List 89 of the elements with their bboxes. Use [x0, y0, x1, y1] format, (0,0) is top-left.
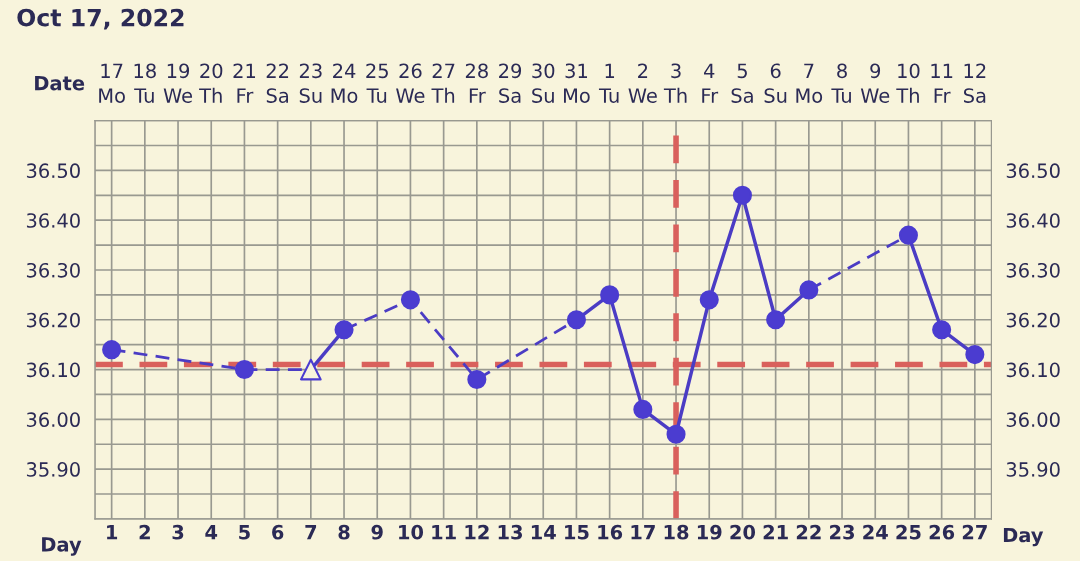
x-tick-label: 25 [896, 524, 921, 540]
y-tick-label: 35.90 [26, 462, 80, 477]
text: 2 We [628, 63, 657, 103]
text: 19 We [163, 63, 193, 103]
text: 29 Sa [499, 63, 522, 103]
x-tick-label: 22 [796, 524, 821, 540]
text: 9 We [860, 63, 890, 103]
text: 30 Su [532, 63, 555, 103]
text: 27 Th [431, 63, 455, 103]
text: 24 Mo [331, 63, 358, 103]
text: 4 Fr [702, 63, 719, 103]
x-tick-label: 8 [338, 524, 350, 540]
point [732, 185, 752, 205]
y2-tick-label: 35.90 [1006, 462, 1060, 477]
x-tick-label: 7 [305, 525, 317, 540]
point [299, 358, 322, 381]
text: 11 Fr [931, 63, 953, 103]
y-tick-label: 36.50 [26, 163, 80, 179]
x-tick-label: 14 [531, 525, 556, 540]
y-tick-label: 36.30 [26, 262, 80, 278]
x-tick-label: 16 [598, 524, 623, 540]
chart-title: Oct 17, 2022 [17, 8, 184, 30]
text: 8 Tu [831, 63, 851, 103]
point [898, 225, 918, 245]
point [633, 399, 653, 419]
text: 20 Th [199, 63, 223, 103]
x-axis-title: Day [1003, 527, 1044, 547]
x-tick-label: 27 [962, 524, 987, 540]
point [566, 310, 586, 330]
point [467, 369, 487, 390]
x-tick-label: 23 [830, 524, 855, 540]
y2-tick-label: 36.30 [1006, 262, 1060, 278]
text: 5 Sa [731, 63, 753, 103]
x-tick-label: 6 [272, 524, 284, 540]
y2-tick-label: 36.40 [1006, 213, 1060, 228]
point [766, 310, 786, 330]
x-tick-label: 10 [399, 524, 424, 540]
x-tick-label: 24 [863, 524, 888, 540]
x-tick-label: 9 [371, 524, 383, 540]
text: 28 Fr [465, 63, 488, 103]
text: 25 Tu [366, 63, 388, 103]
text: 22 Sa [266, 63, 289, 103]
x-tick-label: 21 [763, 524, 788, 540]
y2-tick-label: 36.10 [1006, 362, 1060, 378]
x-tick-label: 12 [465, 524, 489, 540]
y-tick-label: 36.10 [26, 362, 80, 378]
x-tick-label: 1 [107, 525, 118, 540]
x-tick-label: 13 [498, 524, 523, 540]
text: 21 Fr [233, 63, 256, 103]
point [334, 320, 354, 340]
point [400, 290, 420, 310]
text: Date [35, 75, 85, 91]
y2-tick-label: 36.00 [1006, 412, 1060, 428]
text: 7 Mo [796, 63, 823, 103]
x-tick-label: 15 [565, 525, 589, 540]
y-tick-label: 36.40 [26, 213, 80, 228]
point [600, 285, 620, 305]
x-tick-label: 11 [432, 525, 456, 540]
text: 10 Th [896, 63, 920, 103]
text: 3 Th [663, 63, 687, 103]
x-tick-label: 4 [205, 525, 218, 540]
y-tick-label: 36.20 [26, 312, 80, 328]
x-tick-label: 2 [139, 524, 150, 540]
x-tick-label: 18 [664, 524, 689, 540]
text: 1 Tu [598, 63, 619, 103]
x-tick-label: 26 [929, 524, 955, 540]
text: 31 Mo [564, 63, 590, 103]
x-tick-label: 3 [172, 524, 184, 540]
y2-tick-label: 36.50 [1006, 163, 1060, 179]
point [699, 290, 719, 310]
text: 6 Su [764, 63, 787, 103]
text: Day [42, 537, 82, 556]
point [932, 320, 952, 340]
x-tick-label: 17 [631, 525, 655, 540]
point [965, 345, 985, 365]
point [102, 340, 122, 360]
x-tick-label: 5 [239, 525, 250, 540]
text: 12 Sa [963, 63, 986, 103]
text: 23 Su [299, 63, 322, 103]
point [799, 280, 819, 300]
x-tick-label: 20 [730, 524, 756, 540]
point [234, 360, 254, 380]
y2-tick-label: 36.20 [1006, 312, 1060, 328]
point [666, 424, 686, 444]
text: 17 Mo [99, 63, 125, 103]
text: 18 Tu [134, 63, 156, 103]
x-tick-label: 19 [697, 524, 722, 540]
y-tick-label: 36.00 [26, 412, 80, 428]
text: 26 We [396, 63, 425, 103]
